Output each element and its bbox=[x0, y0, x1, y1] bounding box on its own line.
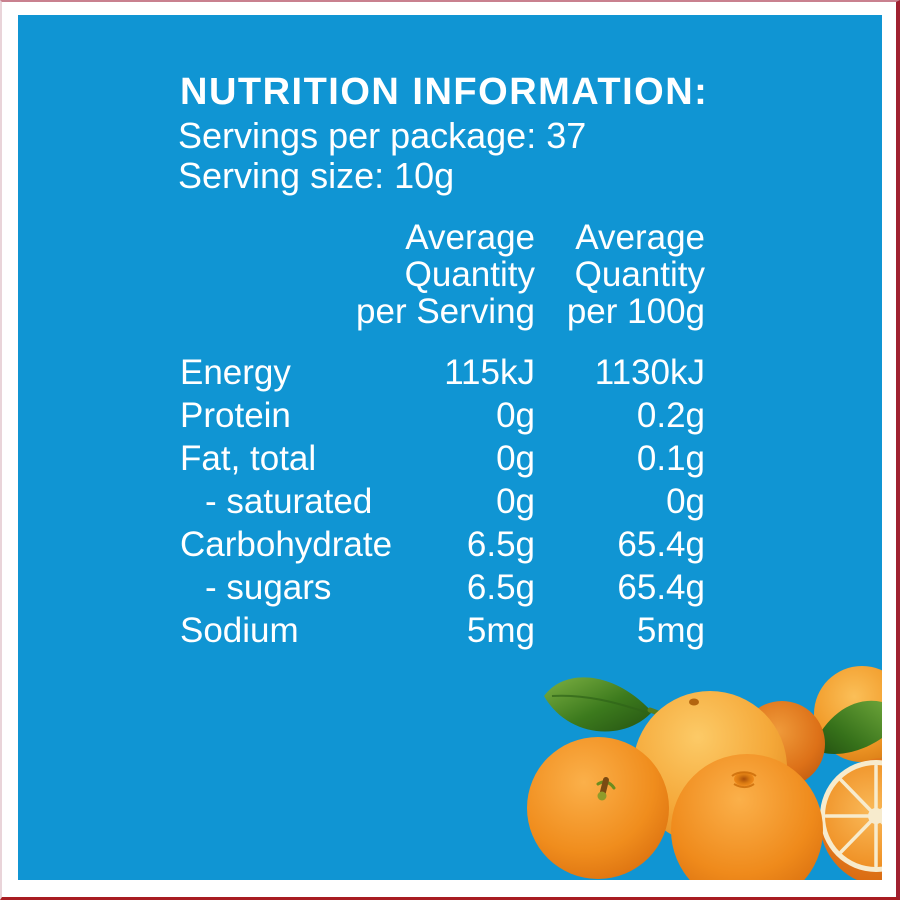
serving-info: Servings per package: 37 Serving size: 1… bbox=[178, 116, 586, 196]
value-per-100g: 0.2g bbox=[636, 396, 705, 435]
nutrition-rows: Energy 115kJ 1130kJ Protein 0g 0.2g Fat, total… bbox=[180, 351, 705, 652]
value-per-serving: 6.5g bbox=[466, 568, 535, 607]
orange-front-center bbox=[671, 754, 823, 880]
table-row: Carbohydrate 6.5g 65.4g bbox=[180, 523, 705, 566]
cut-orange-half bbox=[820, 758, 882, 880]
value-per-serving: 6.5g bbox=[466, 525, 535, 564]
table-row: Fat, total 0g 0.1g bbox=[180, 437, 705, 480]
serving-size: Serving size: 10g bbox=[178, 155, 455, 196]
column-header-per-serving: Average Quantity per Serving bbox=[356, 218, 535, 331]
orange-front-left bbox=[527, 737, 669, 879]
table-row: Energy 115kJ 1130kJ bbox=[180, 351, 705, 394]
table-row: - sugars 6.5g 65.4g bbox=[180, 566, 705, 609]
value-per-100g: 0.1g bbox=[636, 439, 705, 478]
nutrient-label: - saturated bbox=[205, 482, 373, 521]
panel-title: NUTRITION INFORMATION: bbox=[180, 71, 709, 113]
servings-per-package: Servings per package: 37 bbox=[178, 115, 587, 156]
value-per-serving: 0g bbox=[496, 439, 535, 478]
value-per-serving: 115kJ bbox=[444, 353, 535, 392]
value-per-100g: 65.4g bbox=[617, 525, 705, 564]
right-leaf-icon bbox=[812, 700, 882, 754]
value-per-100g: 0g bbox=[666, 482, 705, 521]
nutrient-label: Energy bbox=[180, 353, 291, 392]
table-row: Protein 0g 0.2g bbox=[180, 394, 705, 437]
nutrient-label: Sodium bbox=[180, 611, 299, 650]
value-per-serving: 0g bbox=[496, 482, 535, 521]
value-per-100g: 1130kJ bbox=[594, 353, 705, 392]
nutrient-label: Carbohydrate bbox=[180, 525, 393, 564]
table-header: Average Quantity per Serving Average Qua… bbox=[180, 219, 705, 330]
nutrition-panel: NUTRITION INFORMATION: Servings per pack… bbox=[18, 15, 882, 880]
nutrient-label: Fat, total bbox=[180, 439, 317, 478]
value-per-100g: 65.4g bbox=[617, 568, 705, 607]
value-per-serving: 5mg bbox=[466, 611, 535, 650]
column-header-per-100g: Average Quantity per 100g bbox=[566, 218, 705, 331]
nutrient-label: Protein bbox=[180, 396, 291, 435]
value-per-serving: 0g bbox=[496, 396, 535, 435]
nutrient-label: - sugars bbox=[205, 568, 332, 607]
value-per-100g: 5mg bbox=[636, 611, 705, 650]
oranges-photo bbox=[527, 666, 882, 880]
orange-stem-icon bbox=[596, 777, 616, 801]
table-row: Sodium 5mg 5mg bbox=[180, 609, 705, 652]
table-row: - saturated 0g 0g bbox=[180, 480, 705, 523]
